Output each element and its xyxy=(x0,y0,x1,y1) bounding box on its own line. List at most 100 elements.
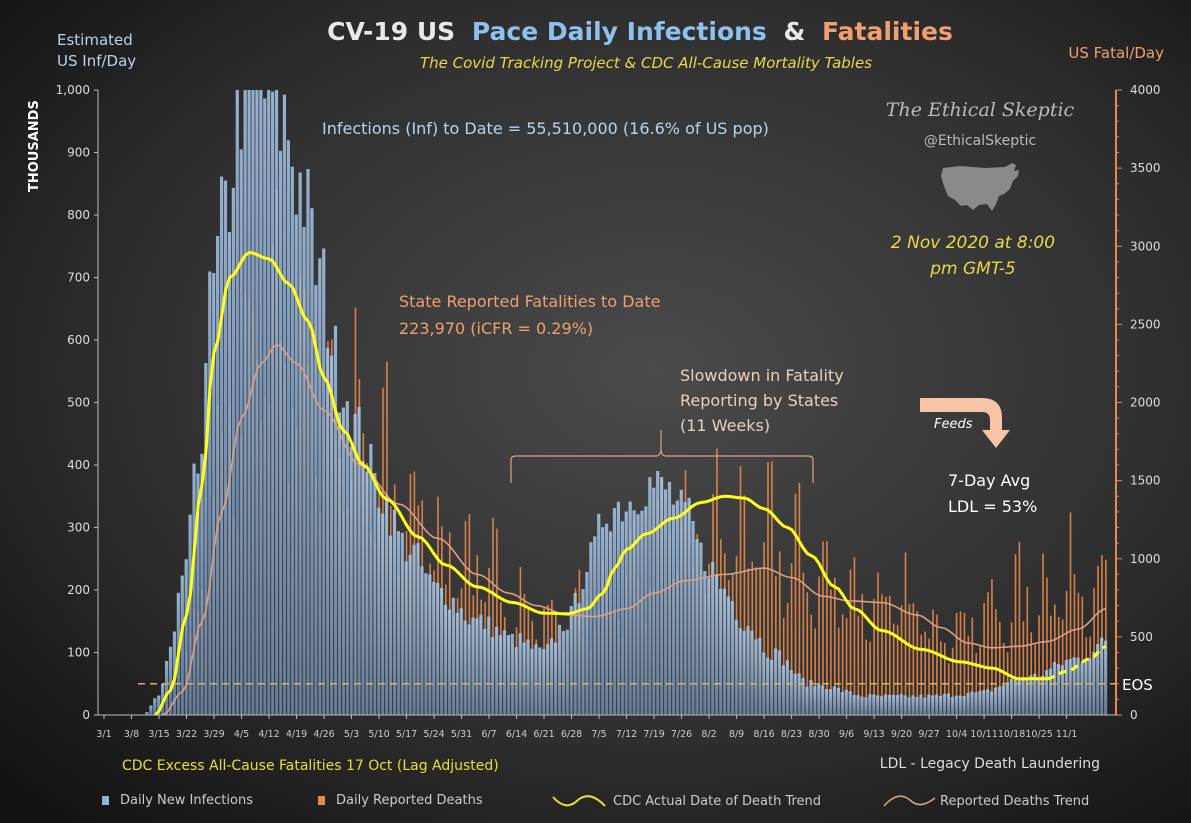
infection-bar xyxy=(883,694,888,715)
x-tick-label: 7/19 xyxy=(643,729,664,740)
death-bar xyxy=(1014,554,1017,715)
infection-bar xyxy=(601,527,605,715)
left-tick-label: 200 xyxy=(67,583,90,597)
infection-bar xyxy=(711,561,715,715)
infection-bar xyxy=(938,695,943,715)
infection-bar xyxy=(1080,662,1084,715)
right-tick-label: 500 xyxy=(1130,630,1153,644)
infection-bar xyxy=(1072,657,1076,715)
infection-bar xyxy=(204,363,208,715)
infection-bar xyxy=(282,94,287,716)
left-tick-label: 0 xyxy=(82,708,90,722)
infection-bar xyxy=(640,510,644,715)
infection-bar xyxy=(707,577,711,715)
infection-bar xyxy=(243,90,247,715)
x-tick-label: 10/11 xyxy=(970,729,997,740)
infection-bar xyxy=(451,597,455,715)
x-tick-label: 6/21 xyxy=(533,729,554,740)
infection-bar xyxy=(667,481,672,715)
infection-bar xyxy=(561,631,565,715)
death-bar xyxy=(826,541,828,715)
x-tick-label: 3/1 xyxy=(96,729,111,740)
x-tick-label: 5/17 xyxy=(396,729,417,740)
infection-bar xyxy=(318,258,322,715)
infection-bar xyxy=(577,603,581,715)
infection-bar xyxy=(887,694,892,715)
death-bar xyxy=(963,612,966,715)
infection-bar xyxy=(931,695,935,715)
infection-bar xyxy=(620,521,624,715)
infection-bar xyxy=(491,637,495,715)
infection-bar xyxy=(534,644,538,715)
infection-bar xyxy=(793,673,797,715)
death-bar xyxy=(1101,555,1103,715)
death-bar xyxy=(1105,559,1107,715)
left-tick-label: 600 xyxy=(67,333,90,347)
title-part3: & xyxy=(784,17,806,46)
left-tick-label: 900 xyxy=(67,146,90,160)
infection-bar xyxy=(821,685,825,715)
infection-bar xyxy=(506,635,510,715)
infection-bar xyxy=(157,695,161,715)
infection-bar xyxy=(589,542,593,715)
feeds-label: Feeds xyxy=(934,417,973,432)
legend-label-reported-trend: Reported Deaths Trend xyxy=(940,794,1089,809)
infection-bar xyxy=(876,695,880,715)
infection-bar xyxy=(514,647,518,715)
infection-bar xyxy=(302,227,306,716)
right-axis-ticks: 0 500 1000 1500 2000 2500 3000 3500 4000 xyxy=(1116,83,1161,722)
infection-bar xyxy=(903,695,907,715)
fatalities-to-date-line1: State Reported Fatalities to Date xyxy=(399,292,660,311)
chart-title: CV-19 US Pace Daily Infections & Fatalit… xyxy=(327,17,953,46)
infection-bar xyxy=(322,248,326,715)
death-bar xyxy=(743,495,746,715)
infection-bar xyxy=(565,629,569,715)
infection-bar xyxy=(416,543,420,715)
infection-bar xyxy=(785,660,789,715)
infection-bar xyxy=(848,691,852,715)
infection-bar xyxy=(1009,678,1013,715)
infection-bar xyxy=(942,694,947,715)
death-bar xyxy=(790,563,793,715)
infection-bar xyxy=(549,638,554,715)
infection-bar xyxy=(950,696,954,715)
infection-bar xyxy=(636,514,640,715)
infection-bar xyxy=(306,169,310,715)
death-bar xyxy=(822,541,824,715)
death-bar xyxy=(1073,574,1076,715)
infection-bar xyxy=(966,692,970,715)
infection-bar xyxy=(1045,670,1049,715)
infection-bar xyxy=(436,582,440,715)
infection-bar xyxy=(1041,675,1045,715)
cdc-excess-note: CDC Excess All-Cause Fatalities 17 Oct (… xyxy=(122,758,499,774)
infection-bar xyxy=(840,692,844,715)
right-tick-label: 3000 xyxy=(1130,239,1161,253)
death-bar xyxy=(924,631,926,715)
infection-bar xyxy=(1088,658,1092,715)
death-bar xyxy=(877,572,879,715)
infection-bar xyxy=(742,630,746,715)
infection-bar xyxy=(153,698,157,715)
infections-to-date: Infections (Inf) to Date = 55,510,000 (1… xyxy=(322,119,769,138)
x-tick-label: 7/5 xyxy=(591,729,606,740)
death-bar xyxy=(739,466,742,715)
death-bar xyxy=(1065,590,1068,715)
infection-bar xyxy=(699,542,703,715)
x-tick-label: 9/20 xyxy=(891,729,912,740)
death-bar xyxy=(983,602,985,715)
legend-swatch-deaths xyxy=(318,796,325,805)
infection-bar xyxy=(365,471,369,715)
infection-bar xyxy=(168,646,173,715)
death-bar xyxy=(814,628,816,715)
death-bar xyxy=(763,542,765,715)
infection-bar xyxy=(286,140,290,715)
infection-bar xyxy=(235,90,239,715)
infection-bar xyxy=(329,355,334,715)
infection-bar xyxy=(982,690,986,715)
infection-bar xyxy=(239,149,243,715)
left-axis-title-line2: US Inf/Day xyxy=(57,52,136,70)
death-bar xyxy=(943,642,946,715)
death-bar xyxy=(775,576,777,715)
death-bar xyxy=(912,603,915,715)
